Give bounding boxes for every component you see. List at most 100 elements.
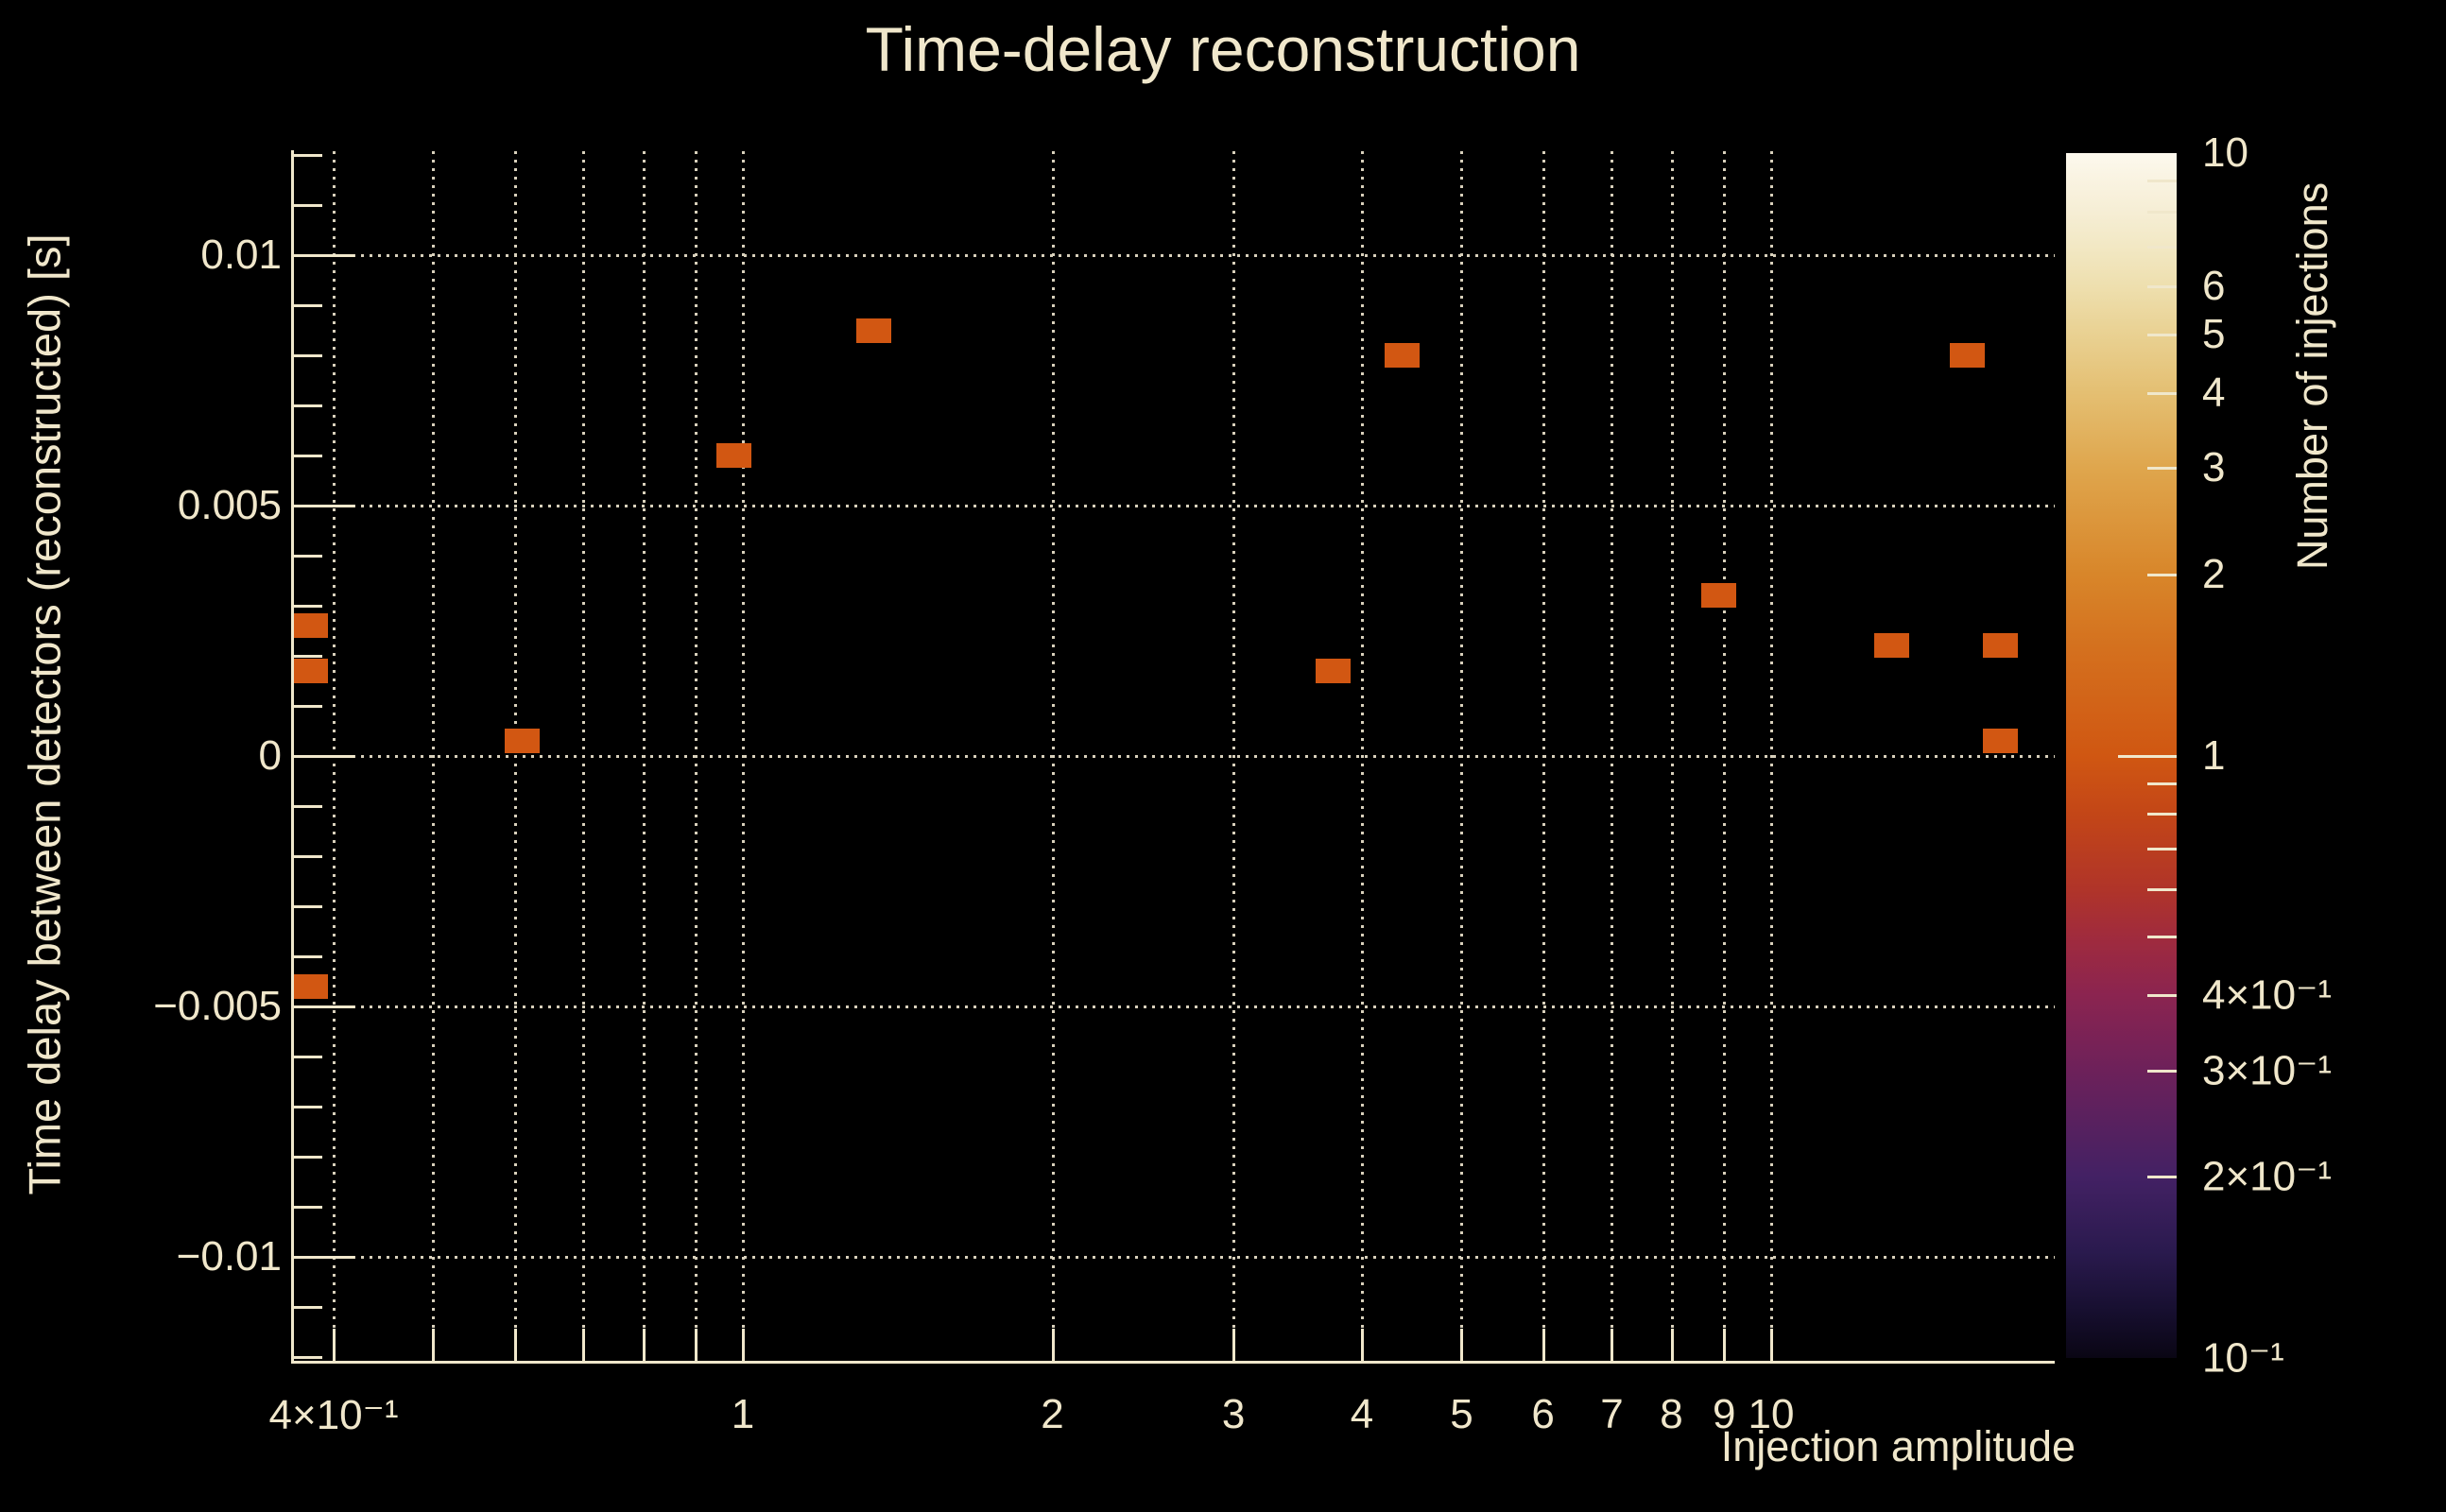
y-minor-tick — [294, 605, 322, 608]
colorbar-major-tick — [2118, 754, 2177, 758]
x-tick — [1460, 1329, 1464, 1361]
colorbar-tick-label: 2×10⁻¹ — [2202, 1153, 2332, 1200]
colorbar-minor-tick — [2147, 333, 2177, 336]
colorbar-tick-label: 4 — [2202, 369, 2226, 416]
data-bin — [504, 729, 540, 754]
colorbar-minor-tick — [2147, 285, 2177, 289]
y-gridline — [293, 505, 2055, 507]
y-tick-label: −0.005 — [153, 983, 282, 1029]
y-major-tick — [294, 755, 354, 758]
data-bin — [293, 613, 329, 639]
y-minor-tick — [294, 955, 322, 958]
x-tick — [1542, 1329, 1545, 1361]
data-bin — [293, 973, 329, 999]
y-minor-tick — [294, 855, 322, 858]
x-tick — [1611, 1329, 1614, 1361]
x-tick — [1051, 1329, 1055, 1361]
data-bin — [1982, 729, 2018, 754]
x-tick-label: 3 — [1221, 1391, 1246, 1437]
data-bin — [1701, 583, 1737, 609]
y-minor-tick — [294, 705, 322, 708]
y-tick-label: 0.005 — [177, 482, 282, 528]
x-tick — [1723, 1329, 1727, 1361]
x-tick — [1232, 1329, 1236, 1361]
x-tick-label: 8 — [1660, 1391, 1683, 1437]
x-tick — [513, 1329, 517, 1361]
colorbar-tick-label: 3 — [2202, 444, 2226, 491]
x-tick-label: 1 — [731, 1391, 755, 1437]
y-minor-tick — [294, 1206, 322, 1209]
x-tick-label: 4 — [1350, 1391, 1374, 1437]
x-tick-label: 7 — [1600, 1391, 1624, 1437]
y-minor-tick — [294, 905, 322, 908]
colorbar-minor-tick — [2147, 180, 2177, 183]
y-minor-tick — [294, 154, 322, 157]
y-minor-tick — [294, 354, 322, 357]
y-minor-tick — [294, 1156, 322, 1159]
x-tick-label: 4×10⁻¹ — [268, 1392, 399, 1438]
x-tick — [582, 1329, 586, 1361]
x-tick — [333, 1329, 336, 1361]
y-major-tick — [294, 505, 354, 507]
y-gridline — [293, 1005, 2055, 1008]
colorbar-tick-label: 4×10⁻¹ — [2202, 971, 2332, 1019]
x-tick — [695, 1329, 698, 1361]
y-minor-tick — [294, 1106, 322, 1108]
y-major-tick — [294, 254, 354, 257]
y-tick-label: 0.01 — [200, 232, 282, 278]
y-tick-label: 0 — [258, 732, 282, 779]
x-tick — [1361, 1329, 1365, 1361]
x-tick-label: 10 — [1748, 1391, 1795, 1437]
colorbar-tick-label: 5 — [2202, 310, 2226, 357]
colorbar-tick-label: 6 — [2202, 263, 2226, 310]
y-minor-tick — [294, 1056, 322, 1058]
y-minor-tick — [294, 304, 322, 307]
y-major-tick — [294, 1005, 354, 1008]
colorbar-minor-tick — [2147, 573, 2177, 576]
x-tick-label: 6 — [1531, 1391, 1555, 1437]
x-tick — [642, 1329, 646, 1361]
colorbar-minor-tick — [2147, 936, 2177, 939]
data-bin — [1982, 633, 2018, 659]
y-minor-tick — [294, 655, 322, 658]
y-minor-tick — [294, 1356, 322, 1359]
y-minor-tick — [294, 805, 322, 808]
data-bin — [293, 658, 329, 683]
colorbar-minor-tick — [2147, 887, 2177, 891]
colorbar-title: Number of injections — [2288, 181, 2336, 571]
y-minor-tick — [294, 1306, 322, 1309]
colorbar-tick-label: 1 — [2202, 731, 2226, 779]
colorbar-minor-tick — [2147, 848, 2177, 851]
y-major-tick — [294, 1256, 354, 1259]
colorbar-minor-tick — [2147, 210, 2177, 214]
y-axis-spine — [291, 150, 294, 1364]
x-tick — [1770, 1329, 1773, 1361]
colorbar-minor-tick — [2147, 391, 2177, 395]
y-minor-tick — [294, 455, 322, 457]
y-gridline — [293, 755, 2055, 758]
x-axis-title: Injection amplitude — [1720, 1422, 2076, 1470]
colorbar-minor-tick — [2147, 994, 2177, 998]
colorbar-minor-tick — [2147, 1069, 2177, 1073]
y-tick-label: −0.01 — [176, 1233, 282, 1280]
colorbar-tick-label: 2 — [2202, 550, 2226, 597]
y-minor-tick — [294, 404, 322, 407]
chart-title: Time-delay reconstruction — [865, 14, 1581, 84]
y-minor-tick — [294, 555, 322, 558]
y-axis-title: Time delay between detectors (reconstruc… — [19, 233, 70, 1195]
data-bin — [715, 443, 751, 468]
colorbar-minor-tick — [2147, 467, 2177, 471]
data-bin — [855, 318, 891, 343]
y-minor-tick — [294, 204, 322, 207]
x-tick-label: 9 — [1712, 1391, 1736, 1437]
colorbar-minor-tick — [2147, 782, 2177, 785]
x-tick — [432, 1329, 436, 1361]
x-tick — [742, 1329, 745, 1361]
data-bin — [1316, 658, 1352, 683]
colorbar-tick-label: 10⁻¹ — [2202, 1334, 2284, 1382]
colorbar-tick-label: 10 — [2202, 129, 2248, 176]
x-tick — [1670, 1329, 1674, 1361]
x-axis-spine — [291, 1361, 2055, 1364]
colorbar-tick-label: 3×10⁻¹ — [2202, 1047, 2332, 1094]
